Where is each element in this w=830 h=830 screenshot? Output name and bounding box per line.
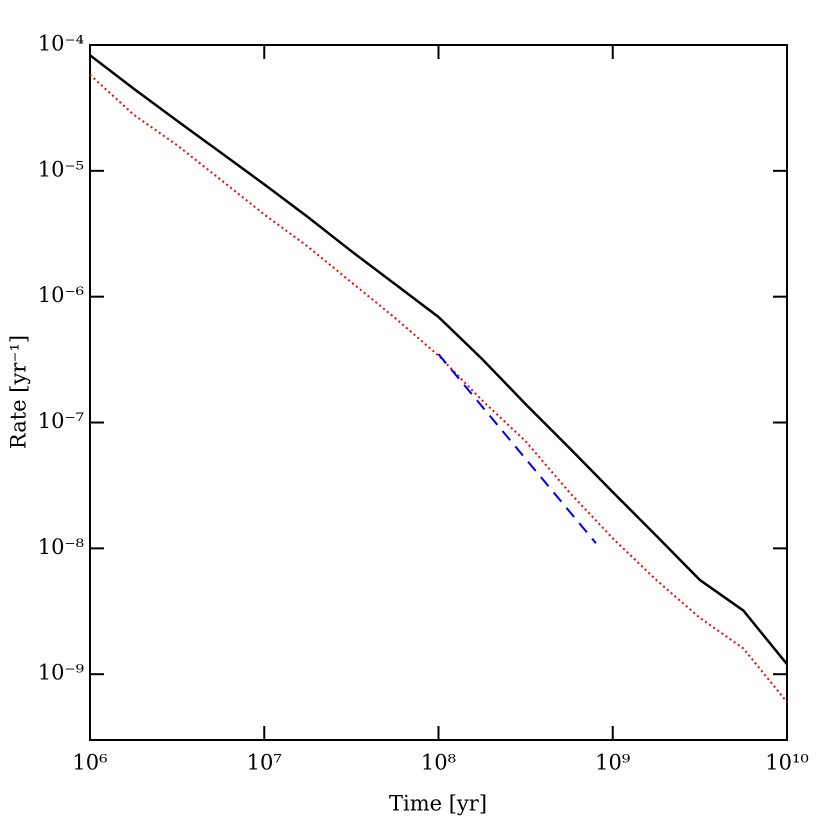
series-line (89, 54, 788, 665)
x-tick-label: 10¹⁰ (765, 751, 809, 775)
y-tick-label: 10⁻⁶ (38, 283, 84, 307)
x-tick-label: 10⁹ (595, 751, 630, 775)
x-axis-label: Time [yr] (389, 792, 487, 816)
y-tick-label: 10⁻⁵ (38, 157, 84, 181)
x-tick-label: 10⁶ (72, 751, 107, 775)
y-tick-label: 10⁻⁷ (38, 409, 84, 433)
plot-frame (89, 44, 788, 741)
y-tick-label: 10⁻⁹ (38, 661, 84, 685)
x-tick-label: 10⁸ (421, 751, 456, 775)
x-tick-label: 10⁷ (247, 751, 282, 775)
series-line (89, 74, 788, 703)
y-axis-label: Rate [yr⁻¹] (7, 335, 31, 449)
y-tick-label: 10⁻⁴ (38, 32, 84, 56)
series-line (437, 353, 597, 544)
y-tick-label: 10⁻⁸ (38, 535, 84, 559)
